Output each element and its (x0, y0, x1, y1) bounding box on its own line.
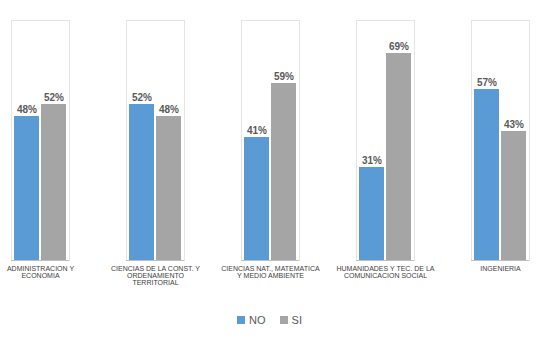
svg-text:INGENIERIA: INGENIERIA (480, 265, 521, 272)
svg-text:57%: 57% (477, 77, 497, 88)
svg-text:52%: 52% (132, 92, 152, 103)
svg-text:59%: 59% (274, 71, 294, 82)
html-text:NO: NO (249, 314, 266, 326)
svg-text:43%: 43% (504, 119, 524, 130)
svg-text:CIENCIAS DE LA CONST. YORDENAM: CIENCIAS DE LA CONST. YORDENAMIENTOTERRI… (111, 265, 200, 286)
html-text:SI: SI (291, 314, 302, 326)
svg-text:48%: 48% (159, 104, 179, 115)
svg-text:31%: 31% (362, 155, 382, 166)
svg-text:HUMANIDADES Y TEC. DE LACOMUNI: HUMANIDADES Y TEC. DE LACOMUNICACION SOC… (336, 265, 434, 279)
svg-text:52%: 52% (44, 92, 64, 103)
svg-text:ADMINISTRACION YECONOMIA: ADMINISTRACION YECONOMIA (7, 265, 74, 279)
svg-text:48%: 48% (17, 104, 37, 115)
svg-text:41%: 41% (247, 125, 267, 136)
svg-text:69%: 69% (389, 41, 409, 52)
svg-text:CIENCIAS NAT., MATEMATICAY MED: CIENCIAS NAT., MATEMATICAY MEDIO AMBIENT… (221, 265, 320, 279)
